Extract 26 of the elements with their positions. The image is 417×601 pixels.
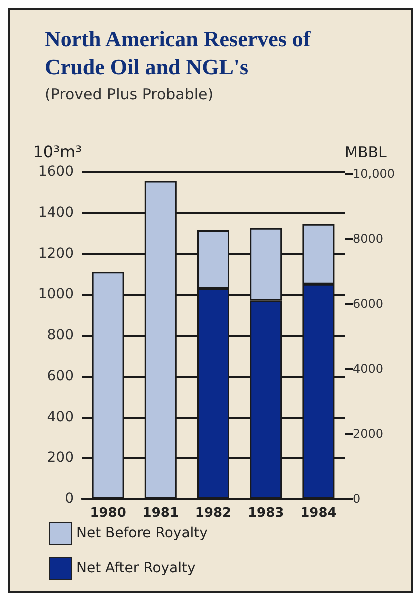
y-axis-title: 10³m³	[33, 142, 82, 162]
y-tick-label: 1400	[38, 204, 74, 221]
y2-axis-title: MBBL	[345, 144, 388, 162]
x-tick-label: 1980	[90, 506, 126, 521]
y-tick-label: 1200	[38, 246, 74, 262]
y2-tick-label: 10,000	[353, 167, 395, 182]
y2-tick-label: 8000	[353, 232, 384, 246]
y-tick-label: 1000	[38, 286, 74, 303]
y-tick-label: 200	[47, 450, 74, 466]
x-tick-label: 1982	[195, 506, 232, 521]
chart-subtitle: (Proved Plus Probable)	[45, 86, 214, 104]
legend-label: Net Before Royalty	[76, 526, 208, 542]
y-tick-label: 0	[65, 491, 74, 507]
y2-tick-label: 4000	[353, 362, 384, 376]
x-tick-label: 1983	[248, 506, 284, 521]
x-tick-label: 1981	[142, 506, 179, 521]
y2-tick-label: 6000	[353, 297, 384, 312]
chart-title: North American Reserves of Crude Oil and NGL's	[45, 26, 316, 80]
y-tick-label: 1600	[38, 164, 74, 180]
y-tick-label: 400	[47, 409, 74, 426]
x-tick-label: 1984	[300, 506, 337, 521]
y2-tick-label: 2000	[353, 427, 384, 442]
y-tick-label: 600	[47, 368, 74, 384]
y2-tick-label: 0	[353, 492, 361, 506]
y-tick-label: 800	[47, 328, 74, 344]
legend-label: Net After Royalty	[76, 560, 196, 576]
